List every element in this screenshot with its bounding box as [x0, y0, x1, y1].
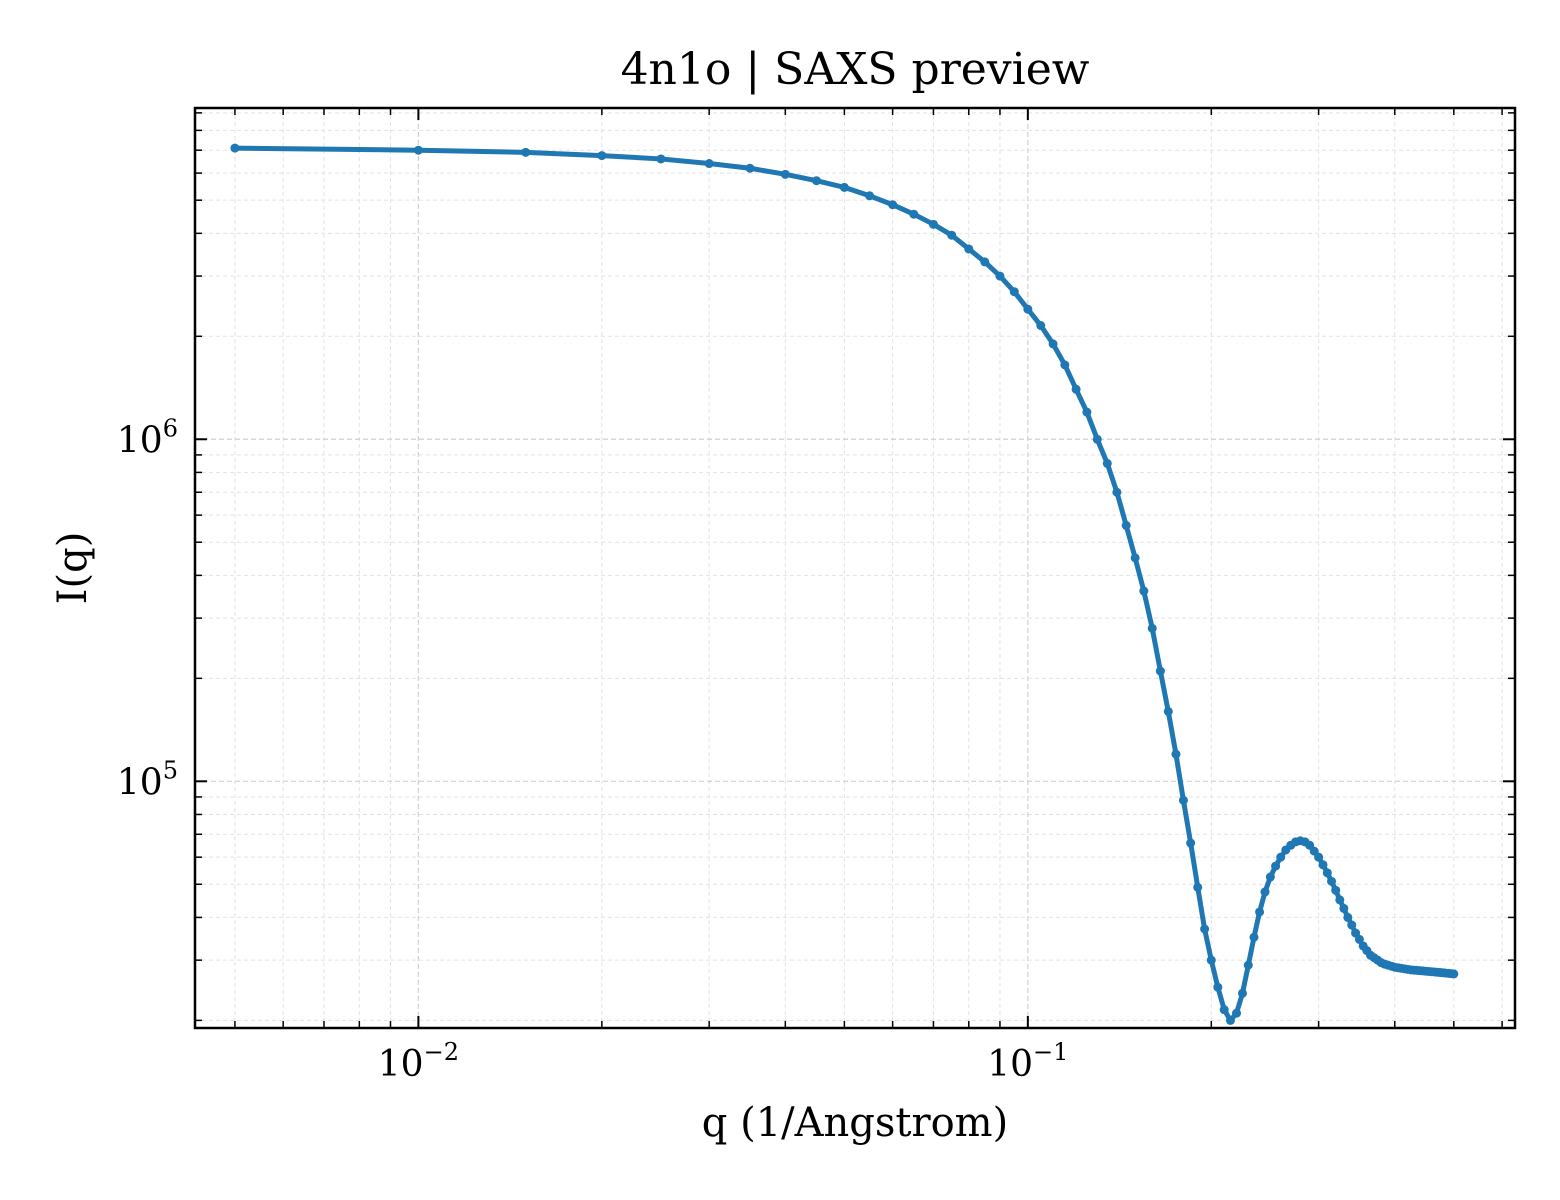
data-point	[909, 209, 919, 219]
data-point	[1339, 903, 1349, 913]
chart-title: 4n1o | SAXS preview	[621, 44, 1090, 95]
data-point	[1327, 876, 1337, 886]
data-point	[1249, 932, 1259, 942]
data-point	[1102, 458, 1112, 468]
data-point	[521, 147, 531, 157]
data-point	[1193, 882, 1203, 892]
data-point	[780, 169, 790, 179]
data-point	[230, 143, 240, 153]
data-point	[1048, 339, 1058, 349]
data-point	[656, 154, 666, 164]
data-point	[1092, 434, 1102, 444]
data-point	[1186, 838, 1196, 848]
data-point	[1139, 586, 1149, 596]
data-point	[1219, 1005, 1229, 1015]
data-point	[928, 219, 938, 229]
x-axis-label: q (1/Angstrom)	[702, 1100, 1008, 1146]
y-axis-label: I(q)	[50, 532, 96, 605]
data-point	[1343, 912, 1353, 922]
data-point	[811, 176, 821, 186]
data-point	[1335, 895, 1345, 905]
data-point	[1155, 666, 1165, 676]
data-point	[1331, 885, 1341, 895]
data-point	[597, 151, 607, 161]
data-point	[1112, 487, 1122, 497]
data-point	[964, 244, 974, 254]
data-point	[1314, 852, 1324, 862]
grid	[195, 108, 1515, 1028]
data-point	[1200, 924, 1210, 934]
x-tick-label: 10−1	[987, 1038, 1068, 1085]
data-point	[1213, 982, 1223, 992]
data-point	[1171, 749, 1181, 759]
data-point	[1260, 887, 1270, 897]
y-tick-label: 105	[117, 756, 178, 803]
data-point	[865, 191, 875, 201]
data-point	[704, 159, 714, 169]
data-point	[1265, 872, 1275, 882]
data-point	[1225, 1015, 1235, 1025]
x-tick-labels: 10−2 10−1	[378, 1038, 1069, 1085]
data-point	[1082, 407, 1092, 417]
data-point	[1130, 553, 1140, 563]
data-point	[1147, 623, 1157, 633]
data-point	[1271, 861, 1281, 871]
data-point	[1449, 969, 1459, 979]
data-point	[1121, 520, 1131, 530]
data-point	[1023, 304, 1033, 314]
data-point	[1036, 321, 1046, 331]
data-point	[1347, 920, 1357, 930]
data-point	[413, 145, 423, 155]
data-point	[995, 271, 1005, 281]
data-point	[1318, 860, 1328, 870]
data-point	[1354, 934, 1364, 944]
data-point	[947, 230, 957, 240]
data-point	[1255, 907, 1265, 917]
plot-frame	[193, 106, 1517, 1030]
data-point	[1178, 795, 1188, 805]
data-point	[1232, 1008, 1242, 1018]
data-point	[888, 200, 898, 210]
data-point	[1009, 287, 1019, 297]
y-tick-label: 106	[117, 414, 178, 461]
data-point	[839, 182, 849, 192]
data-point	[1206, 955, 1216, 965]
data-point	[1243, 960, 1253, 970]
data-point	[1163, 706, 1173, 716]
x-tick-label: 10−2	[378, 1038, 459, 1085]
data-point	[1276, 852, 1286, 862]
data-point	[980, 257, 990, 267]
y-tick-labels: 105 106	[117, 414, 178, 803]
data-point	[1071, 384, 1081, 394]
data-point	[1060, 360, 1070, 370]
data-point	[1237, 988, 1247, 998]
data-point	[745, 163, 755, 173]
data-point	[1322, 868, 1332, 878]
data-series	[230, 143, 1459, 1025]
